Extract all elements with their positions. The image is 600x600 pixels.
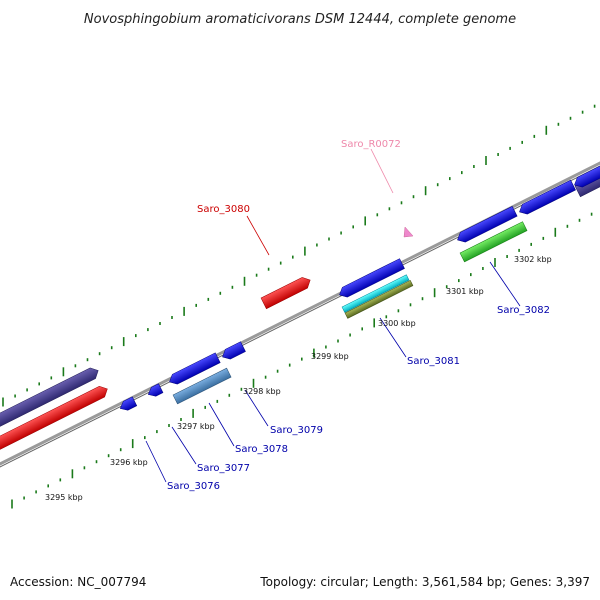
gene-saro-3081 <box>339 258 405 298</box>
gene-saro-3080 <box>260 277 311 310</box>
gene-saro-3079 <box>222 341 246 360</box>
gene-label-saro-3078[interactable]: Saro_3078 <box>235 444 288 455</box>
scale-label-3300: 3300 kbp <box>378 319 416 328</box>
gene-arrow-blue-edge <box>574 161 600 188</box>
scale-labels: 3295 kbp 3296 kbp 3297 kbp 3298 kbp 3299… <box>45 255 552 502</box>
gene-saro-3081-cyan <box>341 274 410 313</box>
gene-label-saro-3079[interactable]: Saro_3079 <box>270 425 323 436</box>
gene-arrow-dark-1 <box>0 367 99 430</box>
gene-saro-3077 <box>147 383 164 397</box>
gene-saro-3076 <box>119 396 138 411</box>
gene-saro-3082 <box>459 221 528 263</box>
scale-label-3299: 3299 kbp <box>311 352 349 361</box>
scale-label-3302: 3302 kbp <box>514 255 552 264</box>
gene-saro-3081-olive <box>344 279 414 319</box>
gene-label-saro-3076[interactable]: Saro_3076 <box>167 481 220 492</box>
rna-saro-r0072 <box>403 226 414 238</box>
topology-summary-text: Topology: circular; Length: 3,561,584 bp… <box>259 575 590 589</box>
gene-saro-3082-upper <box>457 206 518 243</box>
label-leader-lines <box>145 148 521 483</box>
scale-label-3301: 3301 kbp <box>446 287 484 296</box>
gene-arrow-blue-right <box>519 179 576 215</box>
scale-label-3296: 3296 kbp <box>110 458 148 467</box>
gene-label-saro-r0072[interactable]: Saro_R0072 <box>341 139 401 150</box>
scale-label-3297: 3297 kbp <box>177 422 215 431</box>
gene-label-saro-3080[interactable]: Saro_3080 <box>197 204 250 215</box>
gene-label-saro-3081[interactable]: Saro_3081 <box>407 356 460 367</box>
gene-label-saro-3077[interactable]: Saro_3077 <box>197 463 250 474</box>
forward-strand-features <box>0 167 600 452</box>
page-title: Novosphingobium aromaticivorans DSM 1244… <box>84 12 516 27</box>
accession-text: Accession: NC_007794 <box>10 575 146 589</box>
gene-labels: Saro_3080 Saro_R0072 Saro_3076 Saro_3077… <box>167 139 550 492</box>
gene-arrow-red-1 <box>0 385 108 452</box>
scale-label-3295: 3295 kbp <box>45 493 83 502</box>
scale-label-3298: 3298 kbp <box>243 387 281 396</box>
upper-tick-track <box>2 104 596 407</box>
lower-tick-track <box>11 212 593 509</box>
gene-saro-3078-upper <box>169 352 221 385</box>
gene-label-saro-3082[interactable]: Saro_3082 <box>497 305 550 316</box>
gene-saro-3078 <box>172 367 232 405</box>
reverse-strand-features <box>119 161 600 411</box>
